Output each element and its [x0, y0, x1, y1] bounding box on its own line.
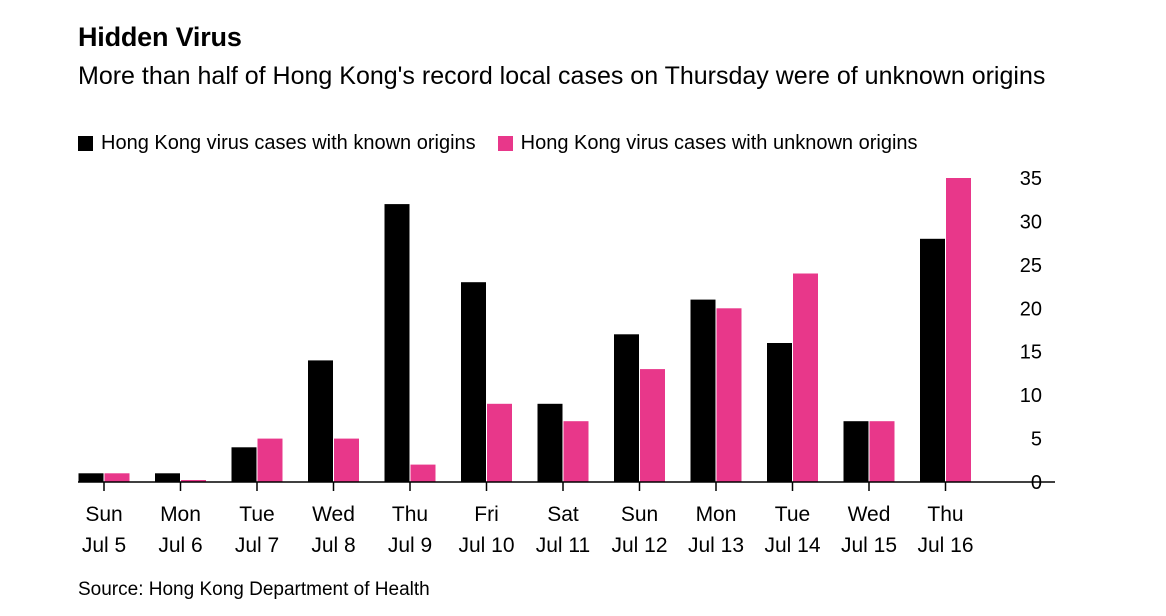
bar-known [384, 204, 410, 482]
legend-item-unknown: Hong Kong virus cases with unknown origi… [497, 132, 918, 155]
x-tick-label-date: Jul 10 [458, 534, 514, 557]
bar-known [843, 421, 869, 482]
chart-legend: Hong Kong virus cases with known origins… [78, 132, 918, 155]
x-tick-label-day: Wed [312, 503, 355, 526]
x-tick-label-day: Tue [239, 503, 274, 526]
source-note: Source: Hong Kong Department of Health [78, 579, 430, 600]
bar-unknown [946, 178, 971, 482]
y-tick-label: 30 [1020, 211, 1042, 233]
x-tick-label-date: Jul 9 [388, 534, 432, 557]
x-tick-label-date: Jul 14 [764, 534, 820, 557]
y-tick-label: 35 [1020, 168, 1042, 190]
x-tick-label-date: Jul 8 [311, 534, 355, 557]
x-tick-label-day: Sat [547, 503, 579, 526]
chart-title: Hidden Virus [78, 22, 242, 52]
x-tick-label-date: Jul 16 [917, 534, 973, 557]
bar-unknown [793, 273, 818, 482]
y-tick-label: 0 [1031, 472, 1042, 494]
bar-unknown [869, 421, 895, 482]
bar-unknown [104, 473, 130, 482]
bar-known [614, 334, 639, 482]
bar-unknown [257, 438, 283, 482]
bar-known [690, 299, 716, 482]
x-tick-label-day: Mon [696, 503, 737, 526]
x-tick-label-day: Mon [160, 503, 201, 526]
bar-unknown [640, 369, 665, 482]
bar-known [231, 447, 257, 482]
bar-unknown [181, 480, 206, 482]
x-tick-label-day: Fri [474, 503, 499, 526]
chart-subtitle: More than half of Hong Kong's record loc… [78, 62, 1046, 90]
bar-known [461, 282, 486, 482]
x-tick-label-date: Jul 15 [841, 534, 897, 557]
bar-unknown [716, 308, 742, 482]
x-tick-label-day: Wed [848, 503, 891, 526]
bar-unknown [563, 421, 589, 482]
x-tick-label-date: Jul 6 [158, 534, 202, 557]
x-tick-label-day: Tue [775, 503, 810, 526]
x-tick-label-day: Sun [85, 503, 122, 526]
y-tick-label: 5 [1031, 429, 1042, 451]
x-tick-label-date: Jul 11 [536, 534, 590, 557]
x-tick-label-day: Thu [927, 503, 963, 526]
bar-unknown [410, 464, 436, 482]
x-tick-label-date: Jul 7 [235, 534, 279, 557]
legend-label-unknown: Hong Kong virus cases with unknown origi… [520, 132, 918, 154]
legend-item-known: Hong Kong virus cases with known origins [78, 132, 476, 155]
legend-swatch-known [78, 136, 93, 151]
bar-known [920, 238, 945, 482]
x-tick-label-date: Jul 12 [611, 534, 667, 557]
bar-unknown [334, 438, 359, 482]
bar-known [767, 343, 792, 482]
bar-known [155, 473, 180, 482]
bar-known [78, 473, 104, 482]
x-tick-label-day: Sun [621, 503, 658, 526]
legend-label-known: Hong Kong virus cases with known origins [101, 132, 476, 154]
bar-known [537, 403, 563, 482]
bar-unknown [487, 403, 512, 482]
x-tick-label-date: Jul 13 [688, 534, 744, 557]
y-tick-label: 25 [1020, 255, 1042, 277]
y-tick-label: 15 [1020, 342, 1042, 364]
x-tick-label-day: Thu [392, 503, 428, 526]
x-tick-label-date: Jul 5 [82, 534, 126, 557]
bar-known [308, 360, 333, 482]
y-tick-label: 20 [1020, 298, 1042, 320]
legend-swatch-unknown [497, 136, 513, 151]
y-tick-label: 10 [1020, 385, 1042, 407]
